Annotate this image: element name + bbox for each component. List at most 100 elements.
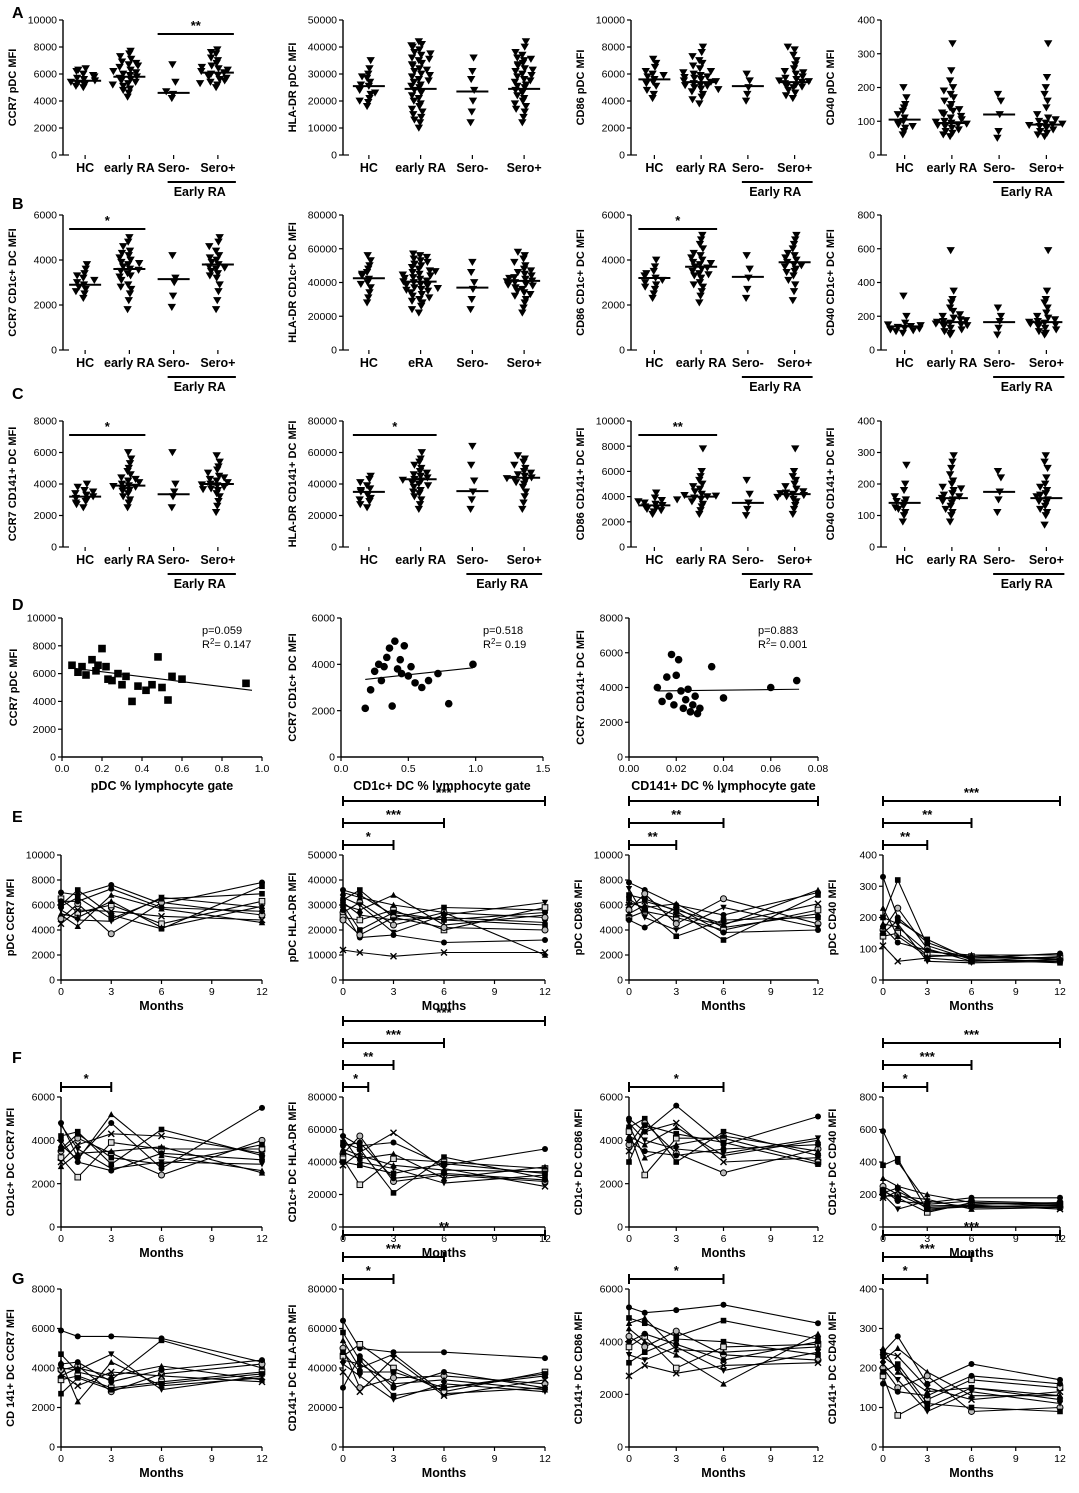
data-point (706, 67, 716, 76)
data-point (148, 680, 156, 689)
data-point (994, 324, 1003, 332)
data-point (213, 71, 223, 80)
data-point (168, 292, 178, 300)
y-tick-label: 2000 (32, 1178, 56, 1190)
data-point (390, 1374, 397, 1382)
data-point (791, 81, 801, 89)
data-point (791, 445, 800, 453)
data-point (80, 290, 89, 298)
data-point (948, 296, 957, 304)
data-point (688, 483, 698, 491)
data-point (625, 1320, 633, 1327)
data-point (131, 59, 141, 67)
data-point (417, 51, 426, 59)
chart-b-ccr7-cd1c-dc-mfi: 0 2000 4000 6000 CCR7 CD1c+ DC MFI HC early RA… (7, 210, 236, 394)
data-point (125, 460, 135, 468)
y-tick-label: 80000 (308, 416, 337, 428)
data-point (57, 920, 65, 928)
data-point (938, 483, 947, 491)
data-point (894, 957, 902, 965)
y-tick-label: 0 (51, 345, 57, 357)
data-point (519, 94, 529, 103)
data-point (814, 1343, 822, 1350)
data-point (697, 49, 706, 57)
data-point (116, 283, 125, 291)
y-tick-label: 2000 (600, 717, 624, 729)
y-tick-label: 40000 (308, 479, 337, 491)
data-point (541, 914, 549, 921)
data-point (640, 279, 650, 287)
data-point (414, 309, 424, 317)
data-point (688, 701, 697, 709)
regression-line (365, 667, 474, 680)
x-tick-label: 9 (1013, 986, 1019, 998)
data-point (673, 927, 680, 934)
y-tick-label: 6000 (34, 447, 58, 459)
data-point (81, 265, 90, 273)
y-tick-label: 100 (857, 116, 875, 128)
data-point (1057, 1194, 1063, 1201)
x-tick-label: 9 (209, 1453, 215, 1465)
data-point (673, 933, 680, 940)
y-tick-label: 6000 (602, 210, 626, 222)
data-point (696, 85, 706, 93)
data-point (124, 464, 133, 473)
data-point (741, 512, 751, 520)
data-point (698, 283, 708, 291)
data-point (142, 686, 150, 695)
y-tick-label: 20000 (308, 1189, 337, 1201)
data-point (651, 59, 661, 67)
data-point (946, 247, 955, 255)
y-tick-label: 4000 (600, 1135, 624, 1147)
data-point (650, 263, 660, 271)
significance-label: *** (386, 1241, 402, 1256)
data-point (1043, 314, 1053, 322)
data-point (947, 67, 956, 75)
data-point (356, 280, 366, 288)
x-tick-label: 3 (391, 1453, 397, 1465)
data-point (673, 1351, 680, 1358)
data-point (417, 496, 426, 504)
data-point (390, 1175, 397, 1182)
data-point (938, 312, 947, 321)
x-tick-label: 6 (721, 986, 727, 998)
data-point (339, 1134, 347, 1141)
category-label: early RA (104, 356, 155, 370)
data-point (680, 82, 690, 90)
data-point (58, 1390, 64, 1397)
data-point (521, 488, 531, 496)
data-point (213, 297, 222, 305)
data-point (902, 461, 911, 469)
data-point (410, 260, 419, 268)
data-point (158, 1381, 165, 1387)
data-point (625, 910, 633, 917)
x-tick-label: 6 (721, 1453, 727, 1465)
data-point (697, 288, 706, 296)
data-point (440, 909, 448, 916)
data-point (356, 1152, 364, 1159)
data-point (510, 78, 520, 86)
data-point (404, 672, 413, 680)
significance-label: ** (191, 18, 202, 33)
significance-label: * (675, 213, 681, 228)
data-point (788, 473, 798, 481)
data-point (689, 70, 698, 78)
data-point (745, 77, 754, 85)
data-point (415, 46, 424, 54)
data-point (679, 77, 689, 85)
data-point (417, 89, 426, 97)
category-label: HC (360, 553, 378, 567)
data-point (355, 97, 364, 105)
data-point (625, 1332, 633, 1340)
data-point (783, 249, 793, 258)
data-point (626, 1137, 632, 1144)
data-point (108, 915, 115, 922)
chart-e-pdc-hla-dr-mfi: 0 10000 20000 30000 40000 50000 pDC HLA-DR MFI… (287, 785, 551, 1013)
data-point (79, 70, 88, 78)
data-point (170, 488, 179, 496)
data-point (68, 661, 76, 670)
data-point (894, 877, 901, 883)
group-label: Early RA (749, 380, 801, 394)
x-tick-label: 9 (209, 986, 215, 998)
data-point (390, 1190, 397, 1196)
